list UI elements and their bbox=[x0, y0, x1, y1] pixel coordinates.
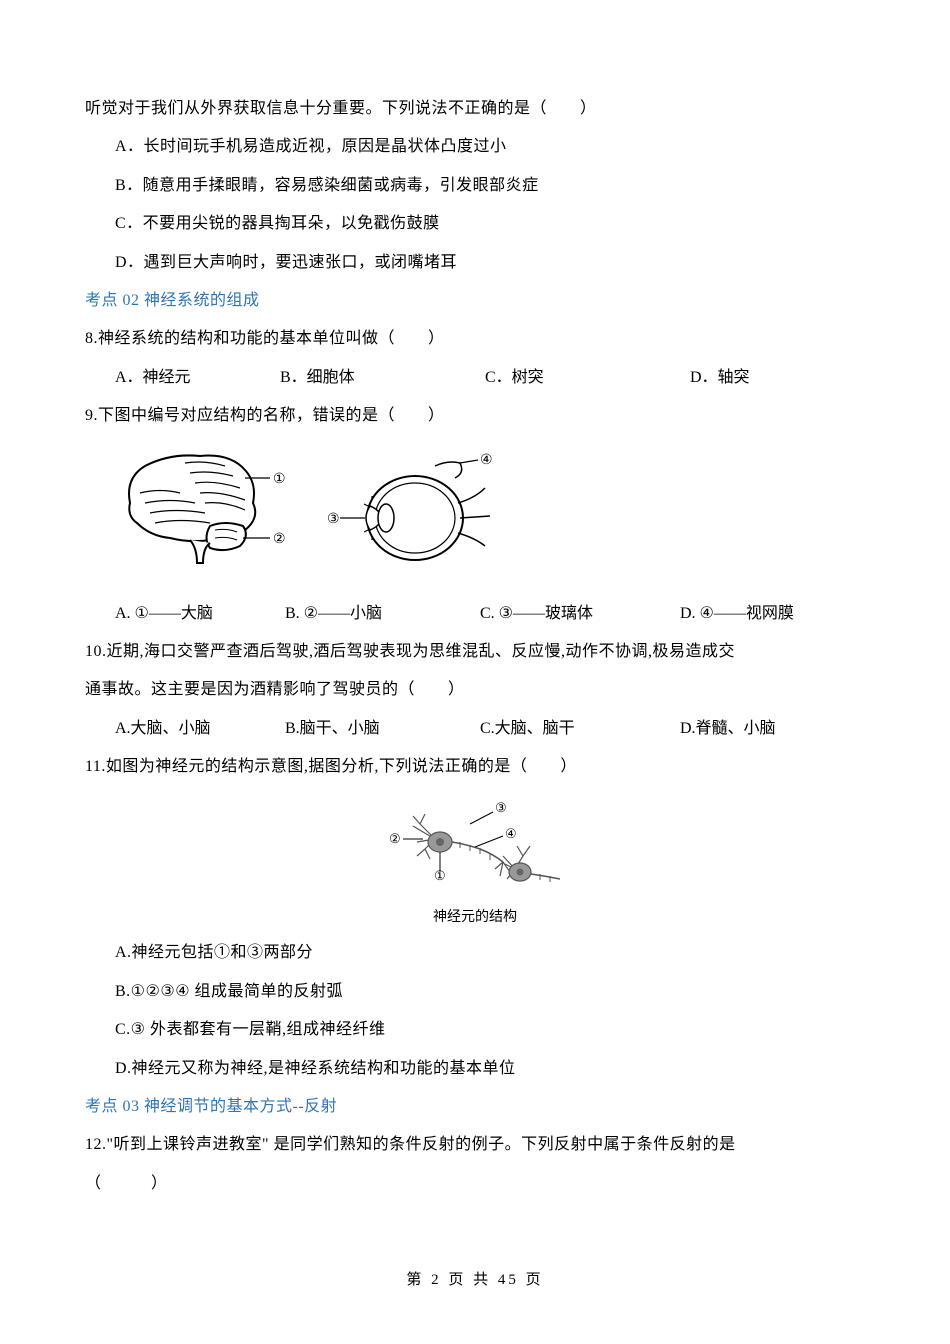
q10-option-c: C.大脑、脑干 bbox=[480, 710, 680, 748]
q7-option-d: D．遇到巨大声响时，要迅速张口，或闭嘴堵耳 bbox=[85, 244, 865, 282]
q9-option-d: D. ④——视网膜 bbox=[680, 595, 794, 633]
page-footer: 第 2 页 共 45 页 bbox=[0, 1268, 950, 1289]
topic-02-heading: 考点 02 神经系统的组成 bbox=[85, 282, 865, 320]
brain-figure: ① ② bbox=[115, 448, 285, 583]
q8-option-c: C．树突 bbox=[485, 359, 690, 397]
q7-intro: 听觉对于我们从外界获取信息十分重要。下列说法不正确的是（ ） bbox=[85, 90, 865, 128]
q9-options: A. ①——大脑 B. ②——小脑 C. ③——玻璃体 D. ④——视网膜 bbox=[85, 595, 865, 633]
q10-stem-2: 通事故。这主要是因为酒精影响了驾驶员的（ ） bbox=[85, 671, 865, 709]
q8-options: A．神经元 B．细胞体 C．树突 D．轴突 bbox=[85, 359, 865, 397]
eye-figure: ④ ③ bbox=[330, 448, 500, 583]
q9-option-b: B. ②——小脑 bbox=[285, 595, 480, 633]
q10-option-a: A.大脑、小脑 bbox=[115, 710, 285, 748]
neuron-caption: 神经元的结构 bbox=[85, 906, 865, 926]
q7-option-b: B．随意用手揉眼睛，容易感染细菌或病毒，引发眼部炎症 bbox=[85, 167, 865, 205]
q8-stem: 8.神经系统的结构和功能的基本单位叫做（ ） bbox=[85, 320, 865, 358]
q12-stem-1: 12."听到上课铃声进教室" 是同学们熟知的条件反射的例子。下列反射中属于条件反… bbox=[85, 1126, 865, 1164]
q10-options: A.大脑、小脑 B.脑干、小脑 C.大脑、脑干 D.脊髓、小脑 bbox=[85, 710, 865, 748]
q8-option-b: B．细胞体 bbox=[280, 359, 485, 397]
topic-03-heading: 考点 03 神经调节的基本方式--反射 bbox=[85, 1088, 865, 1126]
eye-label-3: ③ bbox=[327, 510, 340, 527]
q11-stem: 11.如图为神经元的结构示意图,据图分析,下列说法正确的是（ ） bbox=[85, 748, 865, 786]
brain-label-2: ② bbox=[273, 530, 286, 547]
q8-option-d: D．轴突 bbox=[690, 359, 750, 397]
q7-option-c: C．不要用尖锐的器具掏耳朵，以免戳伤鼓膜 bbox=[85, 205, 865, 243]
q11-option-b: B.①②③④ 组成最简单的反射弧 bbox=[85, 973, 865, 1011]
q10-stem-1: 10.近期,海口交警严查酒后驾驶,酒后驾驶表现为思维混乱、反应慢,动作不协调,极… bbox=[85, 633, 865, 671]
q11-option-c: C.③ 外表都套有一层鞘,组成神经纤维 bbox=[85, 1011, 865, 1049]
eye-label-4: ④ bbox=[480, 451, 493, 468]
q10-option-b: B.脑干、小脑 bbox=[285, 710, 480, 748]
q10-option-d: D.脊髓、小脑 bbox=[680, 710, 776, 748]
q7-option-a: A．长时间玩手机易造成近视，原因是晶状体凸度过小 bbox=[85, 128, 865, 166]
neuron-label-1: ① bbox=[434, 868, 446, 884]
q9-figure-row: ① ② ④ ③ bbox=[85, 436, 865, 595]
q9-option-a: A. ①——大脑 bbox=[115, 595, 285, 633]
neuron-label-4: ④ bbox=[505, 826, 517, 842]
q11-option-a: A.神经元包括①和③两部分 bbox=[85, 934, 865, 972]
neuron-label-2: ② bbox=[389, 831, 401, 847]
neuron-label-3: ③ bbox=[495, 800, 507, 816]
q8-option-a: A．神经元 bbox=[115, 359, 280, 397]
q11-option-d: D.神经元又称为神经,是神经系统结构和功能的基本单位 bbox=[85, 1050, 865, 1088]
q12-stem-2: （ ） bbox=[85, 1165, 865, 1203]
q9-stem: 9.下图中编号对应结构的名称，错误的是（ ） bbox=[85, 397, 865, 435]
q9-option-c: C. ③——玻璃体 bbox=[480, 595, 680, 633]
neuron-figure: ① ② ③ ④ 神经元的结构 bbox=[85, 786, 865, 934]
brain-label-1: ① bbox=[273, 470, 286, 487]
